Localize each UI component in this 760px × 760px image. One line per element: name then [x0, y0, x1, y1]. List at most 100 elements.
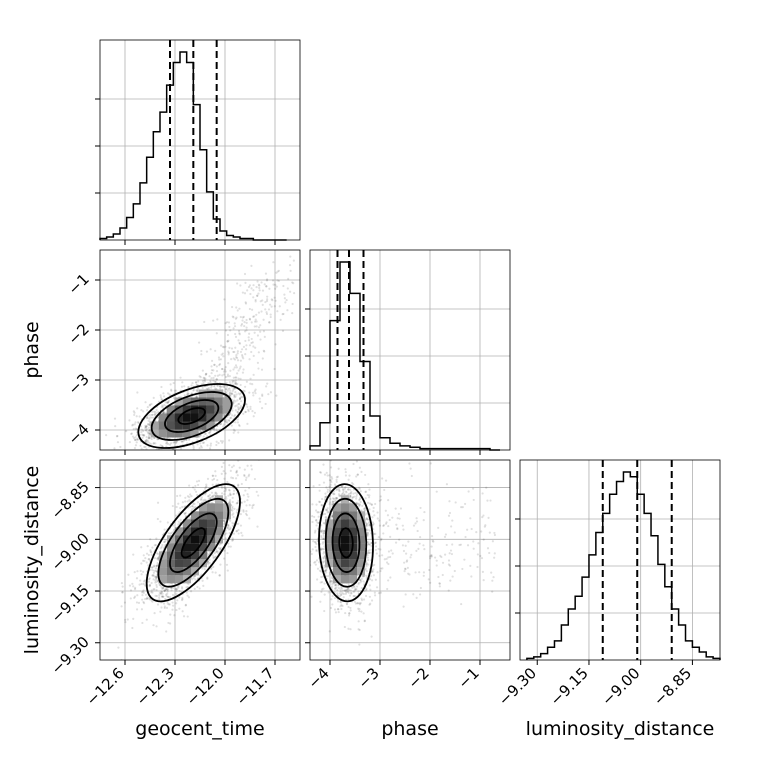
scatter-point	[218, 362, 222, 366]
scatter-point	[325, 486, 328, 489]
scatter-point	[241, 534, 244, 537]
scatter-point	[257, 311, 261, 314]
scatter-point	[268, 321, 271, 324]
scatter-point	[254, 388, 257, 391]
scatter-point	[177, 520, 180, 523]
scatter-point	[156, 438, 159, 441]
scatter-point	[224, 322, 227, 325]
scatter-point	[224, 486, 227, 490]
scatter-point	[158, 596, 161, 599]
scatter-point	[210, 371, 213, 375]
scatter-point	[183, 512, 186, 515]
scatter-point	[257, 351, 260, 354]
scatter-point	[165, 606, 169, 610]
scatter-point	[352, 492, 355, 495]
scatter-point	[356, 602, 360, 605]
scatter-point	[133, 595, 137, 598]
scatter-point	[133, 413, 136, 417]
scatter-point	[123, 601, 127, 604]
scatter-point	[136, 407, 139, 410]
scatter-point	[222, 470, 225, 473]
scatter-point	[215, 492, 218, 495]
scatter-point	[256, 525, 259, 528]
scatter-point	[165, 440, 169, 444]
scatter-point	[229, 469, 232, 472]
scatter-point	[147, 553, 150, 557]
scatter-point	[160, 405, 163, 409]
scatter-point	[260, 407, 264, 410]
scatter-point	[139, 579, 142, 582]
scatter-point	[414, 571, 417, 574]
scatter-point	[181, 596, 184, 599]
scatter-point	[139, 425, 143, 428]
scatter-point	[225, 497, 228, 500]
scatter-point	[250, 287, 253, 290]
scatter-point	[260, 310, 263, 313]
scatter-point	[223, 419, 226, 422]
scatter-point	[132, 410, 135, 413]
scatter-point	[145, 618, 148, 621]
scatter-point	[181, 587, 184, 590]
scatter-point	[267, 308, 271, 311]
scatter-point	[213, 363, 216, 366]
scatter-point	[241, 319, 244, 322]
scatter-point	[196, 493, 199, 497]
scatter-point	[253, 331, 256, 334]
density-cell	[158, 421, 167, 430]
scatter-point	[219, 546, 222, 550]
scatter-point	[253, 477, 257, 481]
scatter-point	[216, 384, 219, 387]
scatter-point	[207, 497, 210, 501]
scatter-point	[146, 596, 149, 599]
scatter-point	[147, 564, 150, 567]
scatter-point	[234, 332, 237, 336]
scatter-point	[136, 570, 139, 573]
scatter-point	[289, 255, 292, 258]
scatter-point	[175, 514, 178, 517]
scatter-point	[250, 321, 253, 324]
scatter-point	[266, 382, 269, 385]
scatter-point	[234, 391, 237, 394]
scatter-point	[253, 325, 256, 328]
scatter-point	[141, 436, 144, 439]
scatter-point	[189, 493, 192, 496]
scatter-point	[220, 472, 223, 475]
scatter-point	[229, 389, 232, 392]
scatter-point	[227, 321, 231, 324]
scatter-point	[147, 434, 151, 438]
scatter-point	[240, 322, 244, 326]
scatter-point	[272, 283, 275, 286]
scatter-point	[203, 432, 206, 436]
scatter-point	[216, 478, 219, 482]
scatter-point	[220, 486, 224, 489]
scatter-point	[278, 305, 281, 308]
scatter-point	[261, 289, 265, 292]
scatter-point	[145, 425, 148, 428]
scatter-point	[237, 484, 240, 487]
scatter-point	[222, 519, 225, 523]
scatter-point	[131, 435, 135, 438]
scatter-point	[165, 587, 168, 591]
scatter-point	[170, 531, 173, 534]
scatter-point	[212, 477, 216, 481]
scatter-point	[225, 387, 228, 391]
scatter-point	[226, 373, 230, 376]
scatter-point	[282, 284, 285, 288]
scatter-point	[190, 495, 193, 498]
scatter-point	[342, 592, 345, 596]
scatter-point	[135, 577, 139, 580]
scatter-point	[378, 499, 381, 502]
scatter-point	[229, 519, 232, 522]
scatter-point	[233, 382, 237, 385]
scatter-point	[190, 384, 193, 387]
scatter-point	[120, 581, 124, 585]
scatter-point	[148, 431, 151, 435]
scatter-point	[212, 556, 215, 559]
scatter-point	[195, 395, 199, 398]
scatter-point	[238, 332, 241, 335]
scatter-point	[224, 472, 227, 475]
scatter-point	[163, 540, 166, 544]
density-cell	[206, 405, 215, 414]
scatter-point	[202, 376, 205, 379]
scatter-point	[167, 621, 170, 625]
